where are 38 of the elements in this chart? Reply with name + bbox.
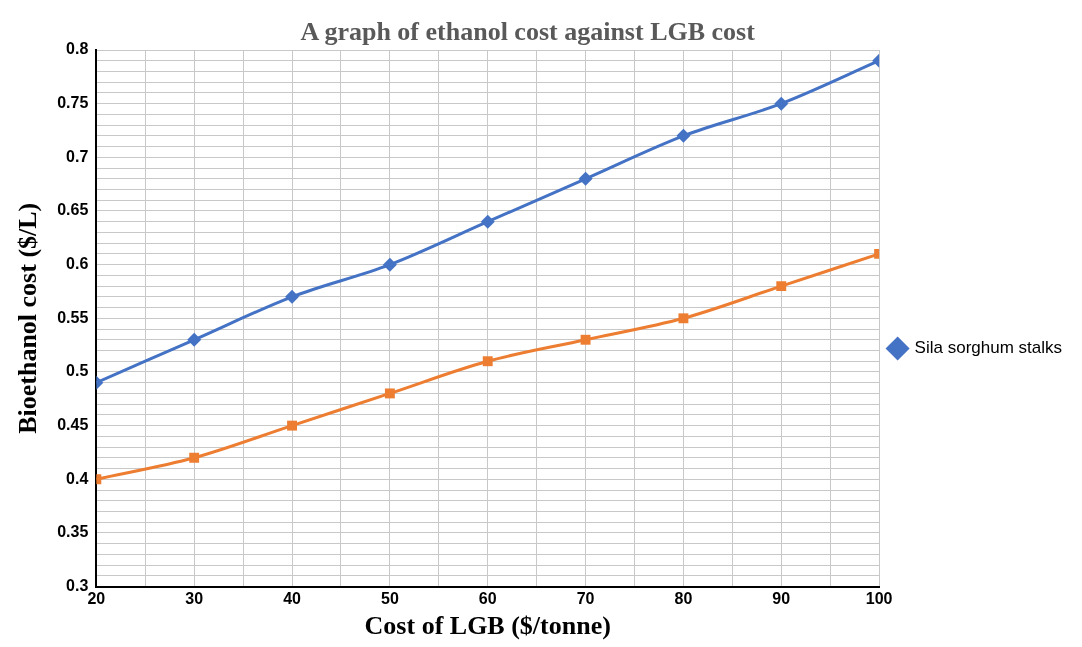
y-tick-label: 0.7 <box>66 147 89 165</box>
x-tick-label: 80 <box>674 589 693 607</box>
point <box>285 289 300 304</box>
x-axis-title: Cost of LGB ($/tonne) <box>364 611 611 641</box>
point <box>287 420 297 431</box>
x-tick-label: 20 <box>87 589 106 607</box>
y-tick-label: 0.4 <box>66 469 89 487</box>
y-tick-label: 0.35 <box>57 523 89 541</box>
y-tick-label: 0.3 <box>66 577 89 595</box>
point <box>776 281 787 292</box>
point <box>384 388 395 399</box>
y-tick-label: 0.8 <box>66 40 89 58</box>
point <box>189 452 200 463</box>
point <box>580 334 591 345</box>
point <box>578 171 593 186</box>
y-tick-label: 0.65 <box>57 201 89 219</box>
x-tick-label: 60 <box>478 589 497 607</box>
y-tick-label: 0.5 <box>66 362 89 380</box>
y-tick-label: 0.45 <box>57 416 89 434</box>
chart-title: A graph of ethanol cost against LGB cost <box>300 16 756 46</box>
point <box>774 96 789 111</box>
y-tick-label: 0.55 <box>57 308 89 326</box>
point <box>678 313 689 324</box>
legend-label: Sila sorghum stalks <box>914 338 1062 358</box>
y-tick-label: 0.75 <box>57 94 89 112</box>
x-tick-label: 40 <box>283 589 302 607</box>
y-axis-title: Bioethanol cost ($/L) <box>13 202 43 434</box>
point <box>187 332 202 347</box>
x-tick-label: 70 <box>576 589 595 607</box>
y-tick-label: 0.6 <box>66 255 89 273</box>
x-tick-label: 100 <box>865 589 893 607</box>
x-tick-label: 90 <box>772 589 791 607</box>
point <box>480 214 495 229</box>
point <box>382 257 397 272</box>
x-tick-label: 50 <box>380 589 399 607</box>
point <box>676 128 691 143</box>
point <box>482 356 493 367</box>
x-tick-label: 30 <box>185 589 204 607</box>
